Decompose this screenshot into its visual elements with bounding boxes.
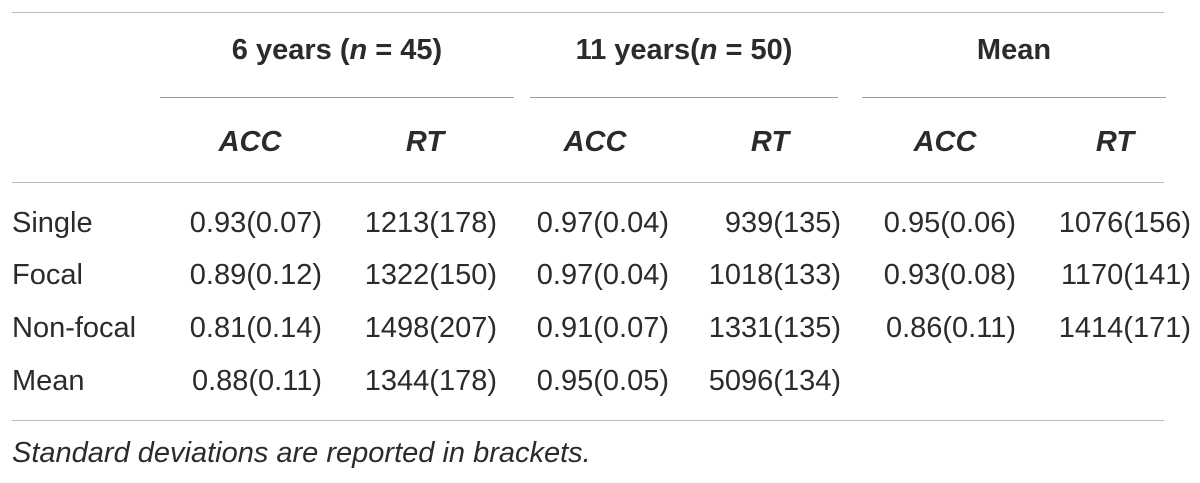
group-underline-mean <box>862 97 1166 98</box>
row-label-focal: Focal <box>12 259 83 291</box>
table-cell: 1498(207) <box>364 312 497 344</box>
group-underline-11-years <box>530 97 838 98</box>
top-rule <box>12 12 1164 13</box>
n-symbol: n <box>699 34 718 66</box>
table-cell: 0.89(0.12) <box>189 259 322 291</box>
group-underline-6-years <box>160 97 514 98</box>
group-header-mean: Mean <box>862 32 1166 68</box>
header-bottom-rule <box>12 182 1164 183</box>
row-label-non-focal: Non-focal <box>12 312 137 344</box>
table-cell: 0.95(0.05) <box>536 365 669 397</box>
table-cell: 0.81(0.14) <box>189 312 322 344</box>
group-label-text: = 45) <box>367 34 443 66</box>
table-cell: 1170(141) <box>1060 259 1191 291</box>
n-symbol: n <box>349 34 368 66</box>
group-header-6-years: 6 years (n = 45) <box>160 32 514 68</box>
table-cell: 0.97(0.04) <box>536 259 669 291</box>
table-cell: 0.93(0.07) <box>189 207 322 239</box>
subheader-rt: RT <box>1095 126 1135 158</box>
table-cell: 0.95(0.06) <box>883 207 1016 239</box>
table-cell: 1322(150) <box>364 259 497 291</box>
table-cell: 5096(134) <box>708 365 841 397</box>
subheader-acc: ACC <box>563 126 627 158</box>
group-label-text: = 50) <box>717 34 793 66</box>
subheader-rt: RT <box>750 126 790 158</box>
group-label-text: Mean <box>976 34 1052 66</box>
subheader-acc: ACC <box>218 126 282 158</box>
table-cell: 1344(178) <box>364 365 497 397</box>
table-cell: 1018(133) <box>708 259 841 291</box>
body-bottom-rule <box>12 420 1164 421</box>
table-cell: 0.88(0.11) <box>191 365 322 397</box>
row-label-mean: Mean <box>12 365 85 397</box>
subheader-rt: RT <box>405 126 445 158</box>
table-cell: 0.91(0.07) <box>536 312 669 344</box>
subheader-acc: ACC <box>913 126 977 158</box>
table-footnote: Standard deviations are reported in brac… <box>12 437 591 469</box>
row-label-single: Single <box>12 207 93 239</box>
table-cell: 1213(178) <box>364 207 497 239</box>
table-cell: 0.93(0.08) <box>883 259 1016 291</box>
group-label-text: 6 years ( <box>231 34 350 66</box>
table-cell: 1414(171) <box>1058 312 1191 344</box>
table-cell: 939(135) <box>724 207 841 239</box>
group-header-11-years: 11 years(n = 50) <box>530 32 838 68</box>
table-cell: 0.86(0.11) <box>885 312 1016 344</box>
table-cell: 0.97(0.04) <box>536 207 669 239</box>
table-cell: 1331(135) <box>708 312 841 344</box>
group-label-text: 11 years( <box>575 34 700 66</box>
table-cell: 1076(156) <box>1058 207 1191 239</box>
